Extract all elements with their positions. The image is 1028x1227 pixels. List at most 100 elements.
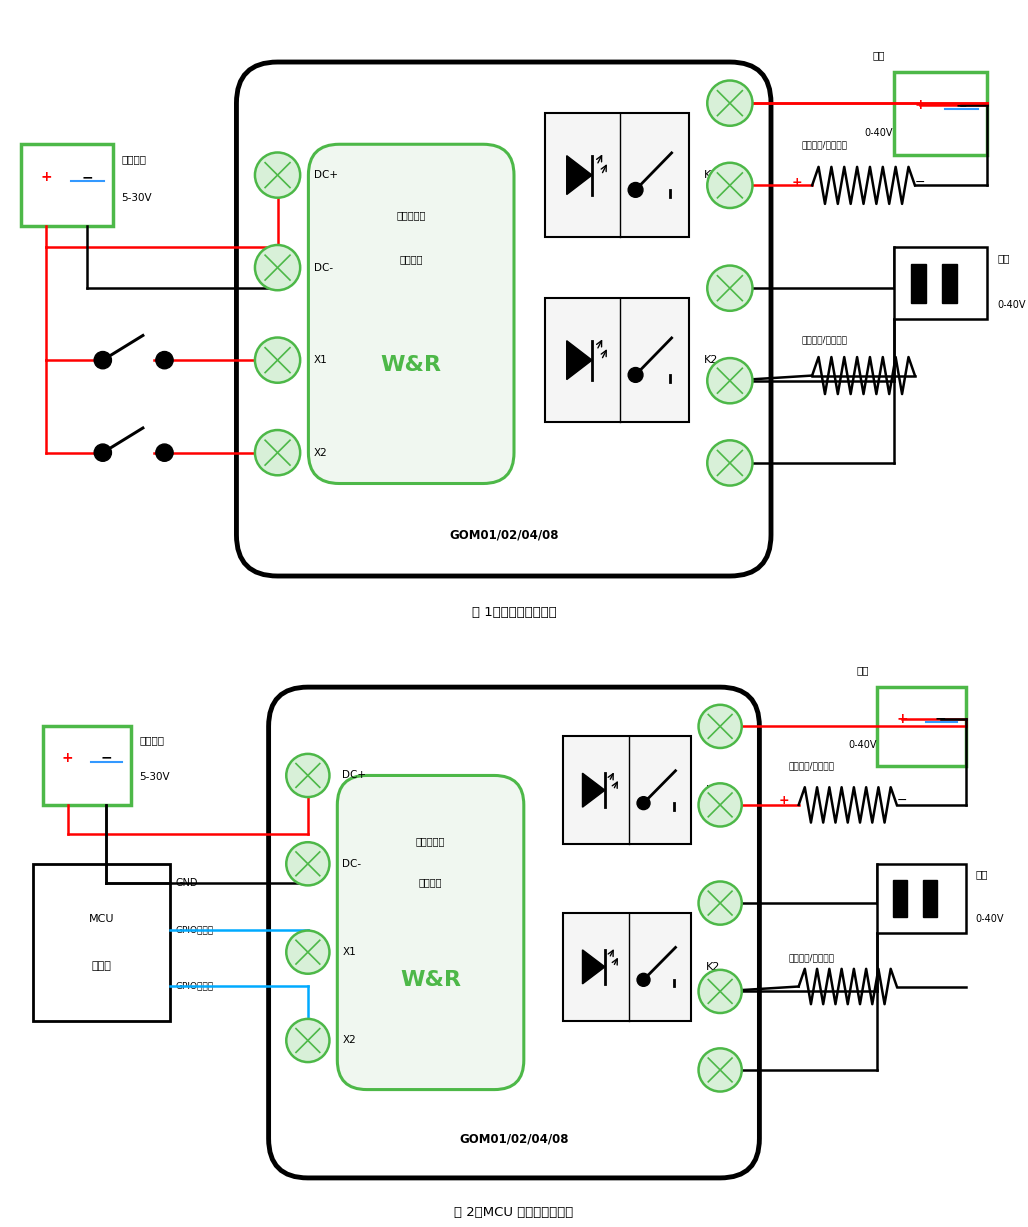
Bar	[943, 264, 957, 303]
Circle shape	[255, 152, 300, 198]
Text: X2: X2	[342, 1036, 356, 1045]
Bar	[545, 113, 689, 237]
Text: GOM01/02/04/08: GOM01/02/04/08	[460, 1133, 568, 1145]
Text: +: +	[41, 171, 52, 184]
Text: MCU: MCU	[89, 914, 114, 924]
Circle shape	[286, 842, 329, 886]
Circle shape	[637, 973, 650, 987]
Circle shape	[707, 163, 752, 209]
Bar	[894, 247, 987, 319]
Text: 驱动电路: 驱动电路	[400, 254, 423, 265]
Circle shape	[628, 368, 642, 383]
Text: 0-40V: 0-40V	[997, 299, 1026, 309]
Bar	[877, 687, 965, 766]
Text: +: +	[896, 712, 908, 725]
Bar	[893, 880, 908, 918]
Text: −: −	[896, 794, 907, 806]
Bar	[894, 72, 987, 155]
Circle shape	[707, 358, 752, 404]
Text: 单片机: 单片机	[91, 961, 112, 971]
FancyBboxPatch shape	[268, 687, 760, 1178]
Text: −: −	[81, 171, 93, 184]
Text: −: −	[955, 98, 966, 112]
Polygon shape	[583, 950, 604, 984]
Circle shape	[699, 1048, 742, 1092]
Bar	[43, 726, 132, 805]
Text: DC-: DC-	[342, 859, 362, 869]
Text: 5-30V: 5-30V	[121, 193, 152, 202]
Text: 驱动电路: 驱动电路	[418, 877, 442, 887]
Text: K1: K1	[705, 785, 720, 795]
Circle shape	[156, 351, 173, 369]
Text: +: +	[792, 175, 802, 189]
Text: 0-40V: 0-40V	[976, 914, 1004, 924]
Text: W&R: W&R	[380, 355, 442, 374]
Circle shape	[255, 337, 300, 383]
Text: K1: K1	[704, 171, 719, 180]
Circle shape	[637, 796, 650, 810]
Text: −: −	[935, 712, 947, 725]
Polygon shape	[566, 341, 592, 379]
Circle shape	[707, 81, 752, 125]
Text: 阻性负载/用电设备: 阻性负载/用电设备	[788, 762, 835, 771]
Text: 电源处理与: 电源处理与	[416, 837, 445, 847]
Circle shape	[156, 444, 173, 461]
Bar	[563, 913, 691, 1021]
Circle shape	[707, 440, 752, 486]
Text: 图 2：MCU 输出高电平控制: 图 2：MCU 输出高电平控制	[454, 1206, 574, 1218]
Text: 阻性负载/用电设备: 阻性负载/用电设备	[802, 140, 848, 150]
Text: +: +	[915, 98, 926, 112]
Text: GND: GND	[176, 877, 197, 887]
Text: 图 1：高电平触发控制: 图 1：高电平触发控制	[472, 605, 556, 618]
Text: 0-40V: 0-40V	[848, 740, 877, 750]
Bar	[563, 736, 691, 844]
Text: DC-: DC-	[314, 263, 333, 272]
Circle shape	[707, 265, 752, 310]
Circle shape	[95, 444, 111, 461]
Bar	[911, 264, 926, 303]
Text: GPIO输出口: GPIO输出口	[176, 925, 214, 934]
Text: X1: X1	[342, 947, 356, 957]
Text: 0-40V: 0-40V	[865, 128, 893, 139]
Text: K2: K2	[704, 355, 719, 366]
Circle shape	[286, 1018, 329, 1063]
Polygon shape	[566, 156, 592, 195]
Text: 交流: 交流	[997, 253, 1009, 263]
Text: 直流电源: 直流电源	[121, 155, 146, 164]
Bar	[33, 864, 171, 1021]
Circle shape	[699, 969, 742, 1014]
Text: GOM01/02/04/08: GOM01/02/04/08	[449, 529, 558, 541]
Circle shape	[699, 881, 742, 925]
Text: +: +	[62, 751, 73, 764]
Text: K2: K2	[705, 962, 720, 972]
FancyBboxPatch shape	[337, 775, 524, 1090]
Text: 5-30V: 5-30V	[139, 773, 170, 783]
Text: X2: X2	[314, 448, 327, 458]
Polygon shape	[583, 773, 604, 807]
Text: −: −	[101, 751, 112, 764]
Bar	[877, 864, 965, 933]
Text: 阻性负载/用电设备: 阻性负载/用电设备	[788, 953, 835, 962]
Text: 电源处理与: 电源处理与	[397, 211, 426, 221]
Bar	[923, 880, 938, 918]
Text: DC+: DC+	[342, 771, 366, 780]
Text: 交流: 交流	[976, 869, 988, 879]
FancyBboxPatch shape	[236, 63, 771, 575]
Circle shape	[286, 753, 329, 798]
Bar	[21, 145, 113, 227]
Text: DC+: DC+	[314, 171, 337, 180]
Text: 直流: 直流	[856, 665, 869, 675]
Circle shape	[255, 429, 300, 475]
Text: X1: X1	[314, 355, 327, 366]
Text: GPIO输出口: GPIO输出口	[176, 982, 214, 991]
Text: W&R: W&R	[400, 969, 462, 990]
Text: 直流电源: 直流电源	[139, 735, 164, 746]
Circle shape	[628, 183, 642, 198]
Text: 直流: 直流	[873, 50, 885, 60]
Circle shape	[699, 704, 742, 748]
Bar	[545, 298, 689, 422]
Circle shape	[699, 783, 742, 827]
Circle shape	[286, 930, 329, 974]
Text: +: +	[778, 794, 790, 806]
Text: −: −	[915, 175, 925, 189]
